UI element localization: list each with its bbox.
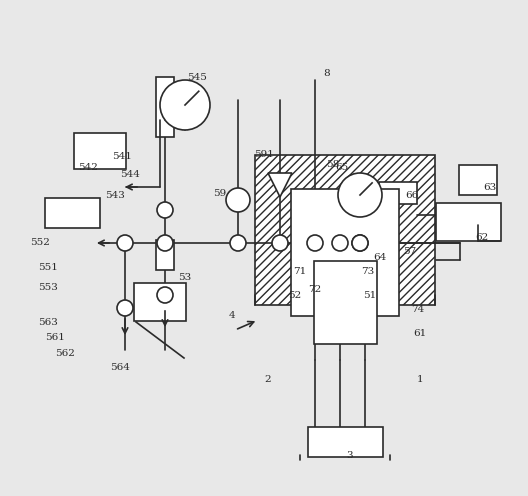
Ellipse shape xyxy=(352,235,368,251)
Bar xyxy=(74,133,126,169)
Bar xyxy=(307,264,323,278)
Ellipse shape xyxy=(352,235,368,251)
Text: 72: 72 xyxy=(308,286,322,295)
Text: 2: 2 xyxy=(265,375,271,384)
Text: 64: 64 xyxy=(373,253,386,262)
Bar xyxy=(343,232,378,254)
Bar xyxy=(291,189,399,316)
Ellipse shape xyxy=(307,235,323,251)
Text: 1: 1 xyxy=(417,375,423,384)
Text: 8: 8 xyxy=(324,68,331,77)
Text: 544: 544 xyxy=(120,171,140,180)
Text: 59: 59 xyxy=(213,188,227,197)
Bar xyxy=(314,261,376,344)
Text: 71: 71 xyxy=(294,267,307,276)
Bar xyxy=(156,240,174,270)
Text: 51: 51 xyxy=(363,292,376,301)
Ellipse shape xyxy=(157,235,173,251)
Bar xyxy=(156,77,174,137)
Text: 542: 542 xyxy=(78,164,98,173)
Text: 561: 561 xyxy=(45,333,65,343)
Text: 541: 541 xyxy=(112,152,132,162)
Ellipse shape xyxy=(160,80,210,130)
Ellipse shape xyxy=(117,235,133,251)
Text: 63: 63 xyxy=(483,184,497,192)
Text: 564: 564 xyxy=(110,364,130,372)
Text: 52: 52 xyxy=(288,292,301,301)
Ellipse shape xyxy=(117,300,133,316)
Ellipse shape xyxy=(332,235,348,251)
Text: 591: 591 xyxy=(254,150,274,160)
Ellipse shape xyxy=(272,235,288,251)
Bar xyxy=(307,427,382,457)
Text: 62: 62 xyxy=(475,234,488,243)
Polygon shape xyxy=(268,173,292,197)
Text: 61: 61 xyxy=(413,328,427,337)
Text: 3: 3 xyxy=(347,450,353,459)
Text: 563: 563 xyxy=(38,318,58,327)
Text: 58: 58 xyxy=(326,161,340,170)
Ellipse shape xyxy=(230,235,246,251)
Ellipse shape xyxy=(338,173,382,217)
Bar xyxy=(44,198,99,228)
Bar xyxy=(332,264,348,278)
Bar xyxy=(255,155,435,305)
Bar xyxy=(134,283,186,321)
Text: 562: 562 xyxy=(55,349,75,358)
Bar xyxy=(379,182,417,204)
Ellipse shape xyxy=(157,202,173,218)
Bar xyxy=(436,203,501,241)
Text: 53: 53 xyxy=(178,273,192,283)
Ellipse shape xyxy=(157,287,173,303)
Text: 57: 57 xyxy=(403,248,417,256)
Text: 551: 551 xyxy=(38,263,58,272)
Bar xyxy=(357,264,373,278)
Text: 552: 552 xyxy=(30,239,50,248)
Text: 553: 553 xyxy=(38,284,58,293)
Text: 65: 65 xyxy=(335,164,348,173)
Text: 66: 66 xyxy=(406,190,419,199)
Text: 74: 74 xyxy=(411,306,425,314)
Bar xyxy=(459,165,497,195)
Text: 545: 545 xyxy=(187,72,207,81)
Text: 543: 543 xyxy=(105,190,125,199)
Ellipse shape xyxy=(226,188,250,212)
Text: 73: 73 xyxy=(361,267,375,276)
Text: 4: 4 xyxy=(229,311,235,320)
